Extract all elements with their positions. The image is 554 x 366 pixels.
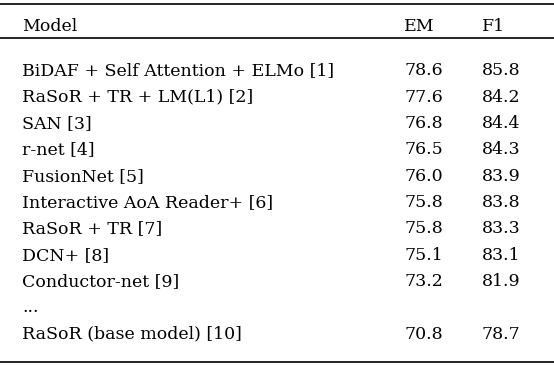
Text: RaSoR + TR [7]: RaSoR + TR [7]	[22, 220, 162, 237]
Text: 83.1: 83.1	[482, 247, 521, 264]
Text: 84.2: 84.2	[482, 89, 521, 105]
Text: Conductor-net [9]: Conductor-net [9]	[22, 273, 179, 290]
Text: 76.8: 76.8	[404, 115, 443, 132]
Text: 84.4: 84.4	[482, 115, 520, 132]
Text: 75.8: 75.8	[404, 194, 443, 211]
Text: RaSoR + TR + LM(L1) [2]: RaSoR + TR + LM(L1) [2]	[22, 89, 253, 105]
Text: 76.0: 76.0	[404, 168, 443, 184]
Text: 81.9: 81.9	[482, 273, 521, 290]
Text: Interactive AoA Reader+ [6]: Interactive AoA Reader+ [6]	[22, 194, 273, 211]
Text: BiDAF + Self Attention + ELMo [1]: BiDAF + Self Attention + ELMo [1]	[22, 62, 334, 79]
Text: 83.9: 83.9	[482, 168, 521, 184]
Text: 83.3: 83.3	[482, 220, 521, 237]
Text: 84.3: 84.3	[482, 141, 521, 158]
Text: 83.8: 83.8	[482, 194, 521, 211]
Text: Model: Model	[22, 18, 78, 35]
Text: r-net [4]: r-net [4]	[22, 141, 95, 158]
Text: 75.1: 75.1	[404, 247, 443, 264]
Text: ...: ...	[22, 299, 39, 316]
Text: SAN [3]: SAN [3]	[22, 115, 92, 132]
Text: 70.8: 70.8	[404, 326, 443, 343]
Text: 78.6: 78.6	[404, 62, 443, 79]
Text: 78.7: 78.7	[482, 326, 521, 343]
Text: F1: F1	[482, 18, 505, 35]
Text: 76.5: 76.5	[404, 141, 443, 158]
Text: 73.2: 73.2	[404, 273, 443, 290]
Text: 85.8: 85.8	[482, 62, 521, 79]
Text: 75.8: 75.8	[404, 220, 443, 237]
Text: RaSoR (base model) [10]: RaSoR (base model) [10]	[22, 326, 242, 343]
Text: DCN+ [8]: DCN+ [8]	[22, 247, 109, 264]
Text: FusionNet [5]: FusionNet [5]	[22, 168, 144, 184]
Text: 77.6: 77.6	[404, 89, 443, 105]
Text: EM: EM	[404, 18, 435, 35]
